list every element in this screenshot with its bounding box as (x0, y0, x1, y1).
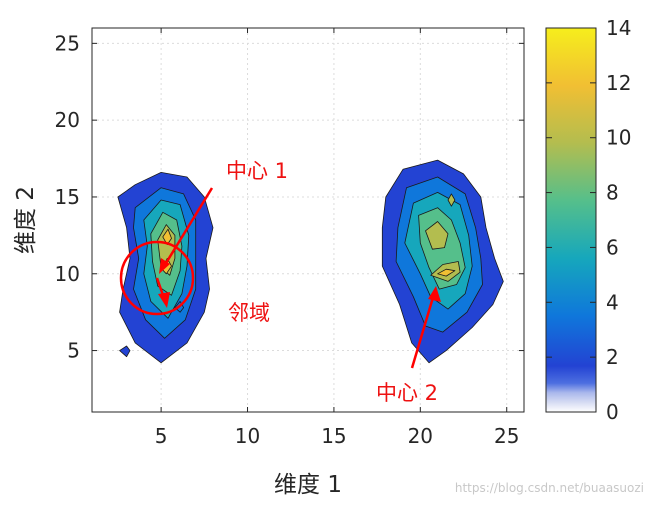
center1-label: 中心 1 (226, 159, 288, 183)
x-axis-label: 维度 1 (274, 472, 342, 498)
colorbar: 0 2 4 6 8 10 12 14 (545, 16, 631, 424)
y-tick-label: 15 (55, 185, 80, 209)
colorbar-tick-label: 14 (606, 16, 631, 40)
x-tick-label: 20 (408, 424, 433, 448)
cluster-2 (381, 159, 504, 364)
colorbar-tick-label: 12 (606, 71, 631, 95)
contour-level-9 (447, 193, 456, 207)
axis-ticks: 5 10 15 20 25 5 10 15 20 25 (55, 28, 524, 448)
neighborhood-label: 邻域 (228, 301, 270, 325)
contour-level-11 (437, 268, 456, 277)
colorbar-tick-label: 0 (606, 400, 619, 424)
center1-arrow-a (161, 187, 214, 269)
center1-arrowhead-b (158, 292, 170, 308)
x-tick-label: 15 (321, 424, 346, 448)
watermark: https://blog.csdn.net/buaasuozi (455, 481, 644, 495)
x-tick-label: 10 (235, 424, 260, 448)
contour-level-1 (119, 345, 131, 358)
x-tick-label: 25 (494, 424, 519, 448)
colorbar-tick-label: 10 (606, 126, 631, 150)
colorbar-scale (545, 27, 597, 413)
y-tick-label: 5 (67, 339, 80, 363)
x-tick-label: 5 (155, 424, 168, 448)
y-tick-label: 10 (55, 262, 80, 286)
contour-fills (117, 159, 504, 364)
plot-frame (91, 27, 525, 413)
center2-arrowhead (428, 286, 441, 302)
y-axis-label: 维度 2 (13, 186, 39, 254)
colorbar-tick-label: 2 (606, 345, 619, 369)
colorbar-tick-label: 4 (606, 290, 619, 314)
annotation-layer: 中心 1 邻域 中心 2 (119, 159, 441, 405)
center2-label: 中心 2 (376, 381, 438, 405)
colorbar-tick-label: 8 (606, 181, 619, 205)
y-tick-label: 25 (55, 31, 80, 55)
neighborhood-circle (119, 240, 195, 316)
colorbar-tick-label: 6 (606, 235, 619, 259)
center2-arrow (410, 293, 436, 369)
colorbar-ticks: 0 2 4 6 8 10 12 14 (546, 16, 631, 424)
y-tick-label: 20 (55, 108, 80, 132)
contour-level-9 (425, 221, 449, 250)
center1-arrowhead-a (159, 258, 170, 274)
